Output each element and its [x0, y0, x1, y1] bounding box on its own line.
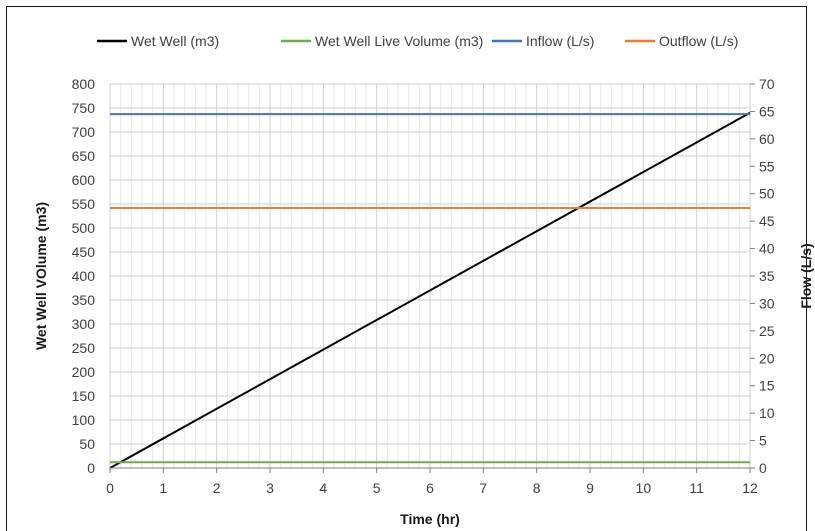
y-tick-label: 550 [72, 196, 96, 212]
y-tick-label: 0 [87, 460, 95, 476]
y-tick-label: 50 [79, 436, 95, 452]
y-tick-label: 700 [72, 124, 96, 140]
y-tick-label: 500 [72, 220, 96, 236]
x-tick-label: 6 [426, 480, 434, 496]
legend-label: Outflow (L/s) [659, 33, 738, 49]
x-tick-label: 0 [106, 480, 114, 496]
gridlines [109, 83, 751, 469]
x-tick-label: 2 [213, 480, 221, 496]
y-tick-label: 150 [72, 388, 96, 404]
y2-tick-label: 60 [759, 131, 775, 147]
x-tick-label: 8 [533, 480, 541, 496]
y2-tick-label: 0 [759, 460, 767, 476]
y-tick-label: 800 [72, 76, 96, 92]
y2-tick-label: 40 [759, 241, 775, 257]
y2-tick-label: 10 [759, 405, 775, 421]
y2-tick-label: 35 [759, 268, 775, 284]
x-tick-label: 10 [636, 480, 652, 496]
y2-tick-label: 30 [759, 295, 775, 311]
y-tick-label: 450 [72, 244, 96, 260]
y2-tick-label: 50 [759, 186, 775, 202]
y-tick-label: 400 [72, 268, 96, 284]
series-line-wet-well-m3 [109, 111, 751, 469]
x-tick-label: 7 [479, 480, 487, 496]
y-tick-label: 600 [72, 172, 96, 188]
legend-label: Wet Well (m3) [131, 33, 219, 49]
y-tick-label: 100 [72, 412, 96, 428]
x-tick-label: 1 [159, 480, 167, 496]
legend-label: Inflow (L/s) [526, 33, 594, 49]
legend-label: Wet Well Live Volume (m3) [315, 33, 483, 49]
y2-tick-label: 15 [759, 378, 775, 394]
x-tick-label: 11 [689, 480, 704, 496]
x-tick-label: 3 [266, 480, 274, 496]
y-tick-label: 650 [72, 148, 96, 164]
y-tick-label: 300 [72, 316, 96, 332]
y2-tick-label: 70 [759, 76, 775, 92]
x-tick-label: 9 [586, 480, 594, 496]
series-lines [109, 111, 751, 469]
y2-tick-label: 65 [759, 103, 775, 119]
y-tick-label: 200 [72, 364, 96, 380]
y2-tick-label: 25 [759, 323, 775, 339]
y-tick-label: 250 [72, 340, 96, 356]
tick-labels: 0 1 2 3 4 5 6 7 8 9 10 11 12050100150200250300350400… [72, 76, 775, 496]
y2-tick-label: 5 [759, 433, 767, 449]
y-axis-title: Wet Well VOlume (m3) [33, 202, 49, 350]
x-tick-label: 12 [742, 480, 758, 496]
x-tick-label: 4 [319, 480, 327, 496]
y2-tick-label: 45 [759, 213, 775, 229]
y2-tick-label: 55 [759, 158, 775, 174]
x-axis-title: Time (hr) [400, 511, 460, 527]
y2-tick-label: 20 [759, 350, 775, 366]
axes [109, 83, 755, 473]
legend: Wet Well (m3) Wet Well Live Volume (m3) In… [97, 33, 738, 49]
y2-axis-title: Flow (L/s) [798, 243, 814, 308]
y-tick-label: 350 [72, 292, 96, 308]
x-tick-label: 5 [373, 480, 381, 496]
y-tick-label: 750 [72, 100, 96, 116]
